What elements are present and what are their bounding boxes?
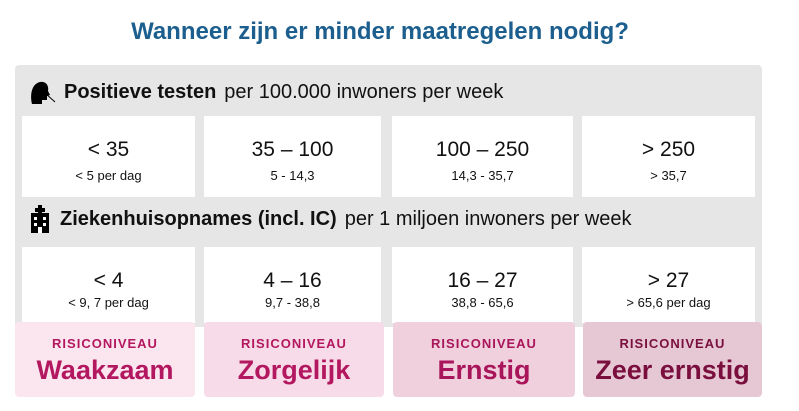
risk-label: RISICONIVEAU xyxy=(431,336,537,351)
risk-label: RISICONIVEAU xyxy=(241,336,347,351)
threshold-daily: < 5 per dag xyxy=(75,168,142,183)
risk-level-zorgelijk: RISICONIVEAU Zorgelijk xyxy=(204,322,384,397)
threshold-cell: < 4 < 9, 7 per dag xyxy=(22,247,195,323)
threshold-cell: 100 – 250 14,3 - 35,7 xyxy=(392,116,573,197)
section-label: Positieve testen xyxy=(64,80,217,103)
risk-name: Zeer ernstig xyxy=(595,355,750,385)
threshold-value: > 27 xyxy=(647,269,690,292)
hospital-icon xyxy=(31,205,49,233)
threshold-daily: 38,8 - 65,6 xyxy=(451,295,514,310)
threshold-value: 35 – 100 xyxy=(251,138,334,161)
risk-name: Waakzaam xyxy=(36,355,174,385)
section-header-tests: Positieve testen per 100.000 inwoners pe… xyxy=(28,78,503,106)
section-subtitle: per 1 miljoen inwoners per week xyxy=(344,207,632,230)
threshold-daily: > 65,6 per dag xyxy=(626,295,711,310)
threshold-cell: > 27 > 65,6 per dag xyxy=(582,247,755,323)
section-header-hospital: Ziekenhuisopnames (incl. IC) per 1 miljo… xyxy=(28,205,632,233)
threshold-value: 4 – 16 xyxy=(263,269,322,292)
risk-level-ernstig: RISICONIVEAU Ernstig xyxy=(393,322,575,397)
risk-name: Ernstig xyxy=(437,355,531,385)
threshold-cell: 16 – 27 38,8 - 65,6 xyxy=(392,247,573,323)
risk-label: RISICONIVEAU xyxy=(619,336,726,351)
threshold-cell: 4 – 16 9,7 - 38,8 xyxy=(204,247,381,323)
threshold-daily: < 9, 7 per dag xyxy=(68,295,149,310)
threshold-value: 100 – 250 xyxy=(435,138,530,161)
threshold-cell: > 250 > 35,7 xyxy=(582,116,755,197)
threshold-cell: < 35 < 5 per dag xyxy=(22,116,195,197)
threshold-value: 16 – 27 xyxy=(447,269,518,292)
risk-name: Zorgelijk xyxy=(237,355,351,385)
threshold-value: > 250 xyxy=(641,138,696,161)
risk-label: RISICONIVEAU xyxy=(52,336,158,351)
person-swab-icon xyxy=(31,81,56,104)
threshold-daily: 5 - 14,3 xyxy=(270,168,315,183)
section-subtitle: per 100.000 inwoners per week xyxy=(224,80,504,103)
threshold-daily: 14,3 - 35,7 xyxy=(451,168,514,183)
risk-level-zeer-ernstig: RISICONIVEAU Zeer ernstig xyxy=(583,322,762,397)
threshold-value: < 4 xyxy=(93,269,124,292)
section-label: Ziekenhuisopnames (incl. IC) xyxy=(60,207,337,230)
risk-level-waakzaam: RISICONIVEAU Waakzaam xyxy=(15,322,195,397)
threshold-value: < 35 xyxy=(87,138,130,161)
page-title: Wanneer zijn er minder maatregelen nodig… xyxy=(131,18,629,45)
threshold-daily: 9,7 - 38,8 xyxy=(265,295,320,310)
threshold-daily: > 35,7 xyxy=(650,168,687,183)
threshold-cell: 35 – 100 5 - 14,3 xyxy=(204,116,381,197)
